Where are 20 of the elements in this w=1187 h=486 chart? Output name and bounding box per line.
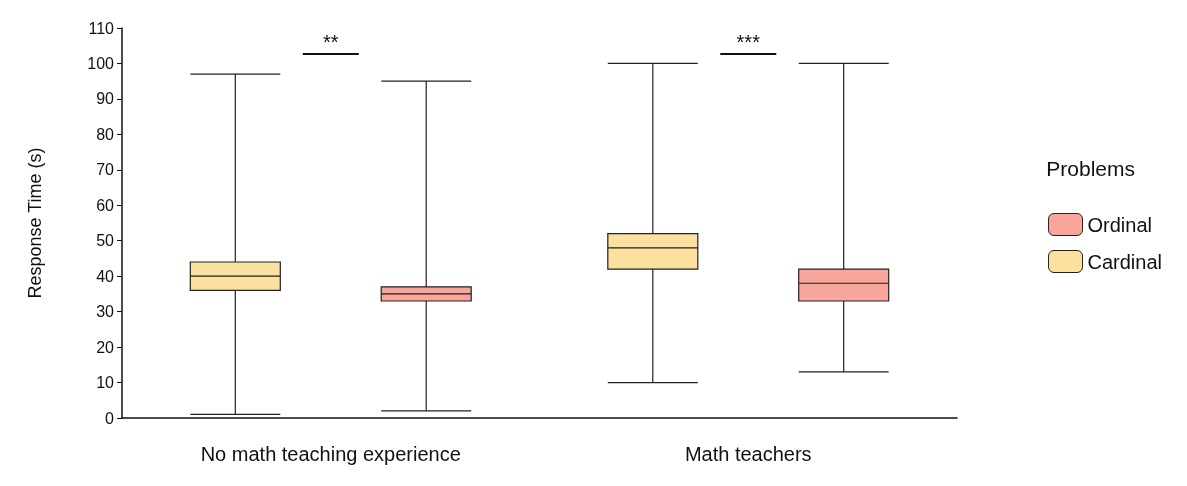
y-tick-label: 110	[88, 19, 115, 37]
y-tick-label: 10	[96, 374, 115, 392]
y-tick-label: 90	[96, 90, 115, 108]
y-tick-label: 80	[96, 125, 115, 143]
y-tick-label: 60	[96, 196, 115, 214]
y-axis-title: Response Time (s)	[25, 147, 45, 299]
y-tick-label: 0	[105, 409, 115, 427]
y-tick-label: 40	[96, 267, 115, 285]
annotation: ***	[736, 31, 761, 53]
annotation: **	[322, 31, 339, 53]
x-tick-label: No math teaching experience	[200, 443, 461, 465]
legend-title: Problems	[1046, 157, 1136, 180]
y-tick-label: 100	[87, 54, 115, 72]
legend-label: Cardinal	[1087, 250, 1162, 273]
y-tick-label: 30	[96, 303, 115, 321]
y-tick-label: 70	[96, 161, 115, 179]
legend-label: Ordinal	[1087, 213, 1152, 236]
y-tick-label: 20	[96, 338, 115, 356]
y-tick-label: 50	[96, 232, 115, 250]
x-tick-label: Math teachers	[684, 443, 812, 465]
